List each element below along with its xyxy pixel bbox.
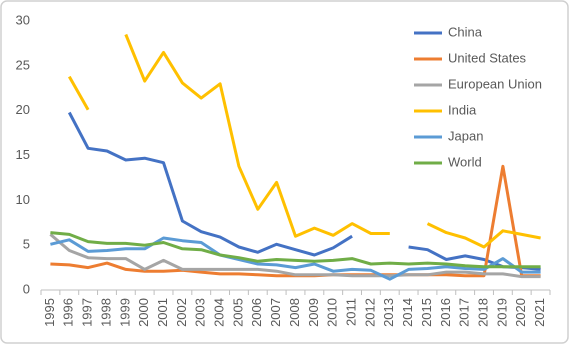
- series-line: [67, 33, 541, 249]
- legend-label: Japan: [448, 128, 483, 143]
- x-tick-label: 2018: [475, 298, 490, 327]
- series-line: [49, 233, 541, 279]
- x-tick-label: 2007: [268, 298, 283, 327]
- y-tick-label: 0: [23, 281, 30, 296]
- x-tick-label: 2015: [419, 298, 434, 327]
- x-tick-label: 2009: [306, 298, 321, 327]
- x-tick-label: 2005: [230, 298, 245, 327]
- x-tick-label: 2019: [494, 298, 509, 327]
- x-tick-label: 1996: [61, 298, 76, 327]
- y-tick-label: 15: [16, 147, 30, 162]
- y-tick-label: 5: [23, 237, 30, 252]
- series-line: [50, 236, 541, 281]
- y-tick-label: 10: [16, 192, 30, 207]
- x-tick-label: 2013: [381, 298, 396, 327]
- x-tick-label: 2000: [136, 298, 151, 327]
- x-tick-label: 2011: [343, 298, 358, 326]
- x-tick-label: 2010: [325, 298, 340, 327]
- y-tick-label: 25: [16, 57, 30, 72]
- legend-label: India: [448, 102, 477, 117]
- x-tick-label: 2016: [438, 298, 453, 327]
- x-tick-label: 1999: [117, 298, 132, 327]
- x-tick-label: 2012: [362, 298, 377, 327]
- y-tick-label: 20: [16, 102, 30, 117]
- x-tick-label: 1997: [80, 298, 95, 327]
- legend-label: European Union: [448, 76, 542, 91]
- x-tick-label: 2004: [212, 298, 227, 327]
- x-tick-label: 2008: [287, 298, 302, 327]
- x-tick-label: 2017: [457, 298, 472, 327]
- x-tick-label: 2014: [400, 298, 415, 327]
- x-tick-label: 2006: [249, 298, 264, 327]
- legend-label: United States: [448, 50, 527, 65]
- x-tick-label: 1998: [98, 298, 113, 327]
- y-tick-label: 30: [16, 12, 30, 27]
- x-tick-label: 2003: [193, 298, 208, 327]
- x-tick-label: 1995: [42, 298, 57, 327]
- series-line: [50, 231, 541, 269]
- x-tick-label: 2002: [174, 298, 189, 327]
- x-tick-label: 2020: [513, 298, 528, 327]
- legend-label: World: [448, 154, 482, 169]
- x-tick-label: 2001: [155, 298, 170, 327]
- x-tick-label: 2021: [532, 298, 547, 327]
- legend-label: China: [448, 24, 483, 39]
